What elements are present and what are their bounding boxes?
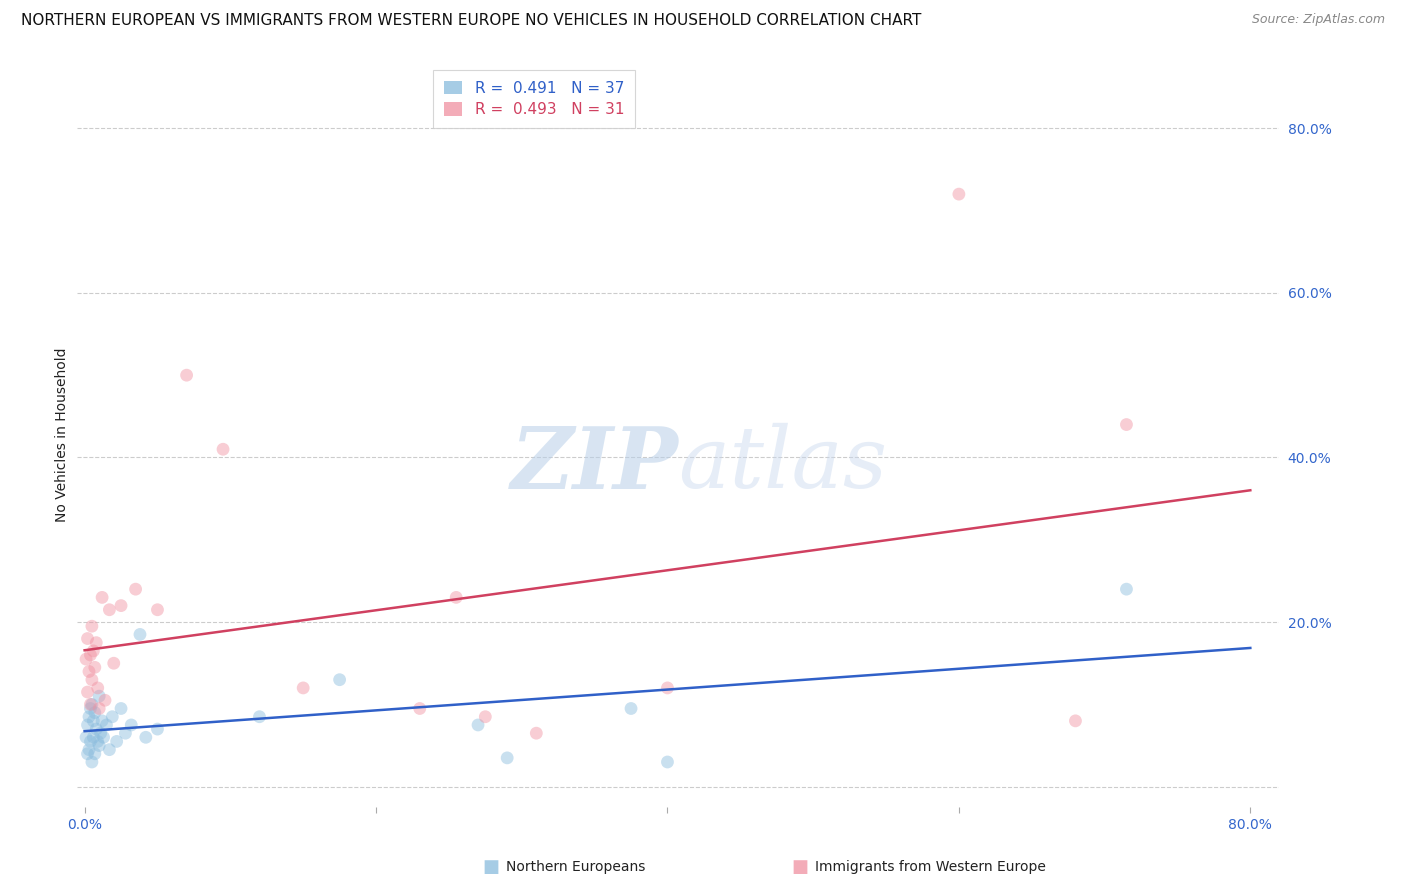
- Point: [77, 742, 100, 756]
- Point: [76, 718, 98, 732]
- Point: [409, 701, 432, 715]
- Text: atlas: atlas: [679, 424, 887, 506]
- Point: [120, 718, 142, 732]
- Point: [124, 582, 146, 596]
- Legend: R =  0.491   N = 37, R =  0.493   N = 31: R = 0.491 N = 37, R = 0.493 N = 31: [433, 70, 636, 128]
- Text: Northern Europeans: Northern Europeans: [506, 860, 645, 874]
- Point: [103, 657, 125, 671]
- Point: [84, 635, 107, 649]
- Point: [948, 187, 970, 202]
- Point: [135, 731, 157, 745]
- Point: [80, 698, 103, 712]
- Point: [249, 710, 271, 724]
- Point: [83, 706, 105, 720]
- Point: [146, 603, 169, 617]
- Point: [90, 726, 112, 740]
- Point: [329, 673, 352, 687]
- Point: [84, 722, 107, 736]
- Point: [114, 726, 136, 740]
- Point: [89, 739, 111, 753]
- Point: [467, 718, 489, 732]
- Point: [79, 734, 101, 748]
- Point: [524, 726, 547, 740]
- Point: [105, 734, 128, 748]
- Point: [496, 751, 519, 765]
- Point: [94, 693, 117, 707]
- Point: [657, 681, 679, 695]
- Point: [110, 701, 132, 715]
- Point: [80, 619, 103, 633]
- Text: Source: ZipAtlas.com: Source: ZipAtlas.com: [1251, 13, 1385, 27]
- Y-axis label: No Vehicles in Household: No Vehicles in Household: [55, 348, 69, 522]
- Point: [75, 731, 97, 745]
- Point: [83, 747, 105, 761]
- Point: [79, 698, 101, 712]
- Point: [292, 681, 315, 695]
- Point: [77, 665, 100, 679]
- Point: [1115, 417, 1137, 432]
- Point: [657, 755, 679, 769]
- Text: ZIP: ZIP: [510, 423, 679, 507]
- Point: [620, 701, 643, 715]
- Point: [89, 701, 111, 715]
- Point: [146, 722, 169, 736]
- Point: [80, 755, 103, 769]
- Text: NORTHERN EUROPEAN VS IMMIGRANTS FROM WESTERN EUROPE NO VEHICLES IN HOUSEHOLD COR: NORTHERN EUROPEAN VS IMMIGRANTS FROM WES…: [21, 13, 921, 29]
- Point: [82, 644, 104, 658]
- Point: [176, 368, 198, 383]
- Point: [101, 710, 124, 724]
- Point: [82, 714, 104, 728]
- Point: [79, 701, 101, 715]
- Point: [76, 632, 98, 646]
- Text: ■: ■: [792, 858, 808, 876]
- Point: [79, 648, 101, 662]
- Point: [87, 734, 110, 748]
- Point: [129, 627, 152, 641]
- Point: [83, 660, 105, 674]
- Point: [1115, 582, 1137, 596]
- Point: [444, 591, 467, 605]
- Point: [82, 731, 104, 745]
- Text: Immigrants from Western Europe: Immigrants from Western Europe: [815, 860, 1046, 874]
- Point: [110, 599, 132, 613]
- Point: [474, 710, 496, 724]
- Text: ■: ■: [482, 858, 499, 876]
- Point: [91, 714, 114, 728]
- Point: [96, 718, 118, 732]
- Point: [89, 689, 111, 703]
- Point: [98, 603, 121, 617]
- Point: [98, 742, 121, 756]
- Point: [75, 652, 97, 666]
- Point: [93, 731, 115, 745]
- Point: [87, 681, 110, 695]
- Point: [1064, 714, 1087, 728]
- Point: [76, 747, 98, 761]
- Point: [80, 673, 103, 687]
- Point: [76, 685, 98, 699]
- Point: [212, 442, 235, 457]
- Point: [77, 710, 100, 724]
- Point: [91, 591, 114, 605]
